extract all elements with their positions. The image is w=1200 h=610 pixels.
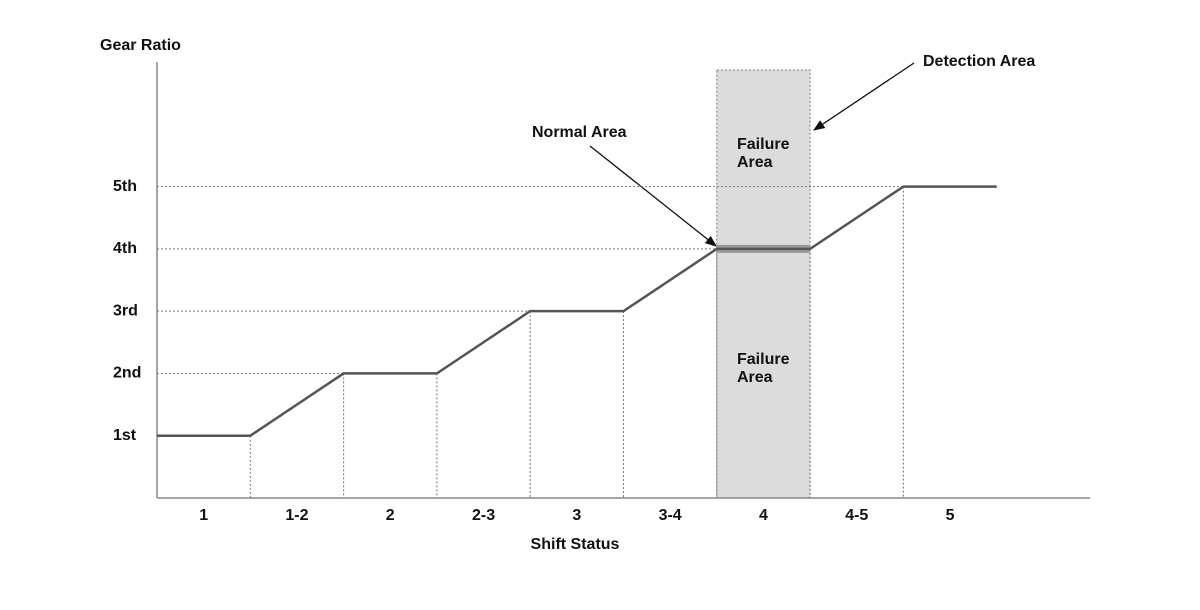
normal-area-label: Normal Area [532,124,627,141]
detection-area-arrow [813,62,915,131]
normal-area-arrow [589,145,717,247]
x-tick-label: 1 [199,507,208,524]
y-axis-title: Gear Ratio [100,37,181,54]
x-tick-label: 3 [572,507,581,524]
y-tick-label: 1st [113,427,137,444]
detection-area [716,69,811,499]
y-tick-label: 2nd [113,365,141,382]
failure-area-label: Failure Area [737,136,790,171]
failure-area-label: Failure Area [737,351,790,386]
x-tick-label: 3-4 [659,507,682,524]
y-tick-label: 4th [113,240,137,257]
x-tick-label: 2 [386,507,395,524]
x-tick-label: 4 [759,507,768,524]
x-axis-title: Shift Status [531,536,620,553]
detection-area-label: Detection Area [923,53,1036,70]
gear-line [157,185,997,437]
x-tick-label: 2-3 [472,507,495,524]
y-tick-label: 5th [113,178,137,195]
x-tick-label: 4-5 [845,507,868,524]
x-tick-label: 5 [946,507,955,524]
x-tick-label: 1-2 [285,507,308,524]
y-tick-label: 3rd [113,302,138,319]
